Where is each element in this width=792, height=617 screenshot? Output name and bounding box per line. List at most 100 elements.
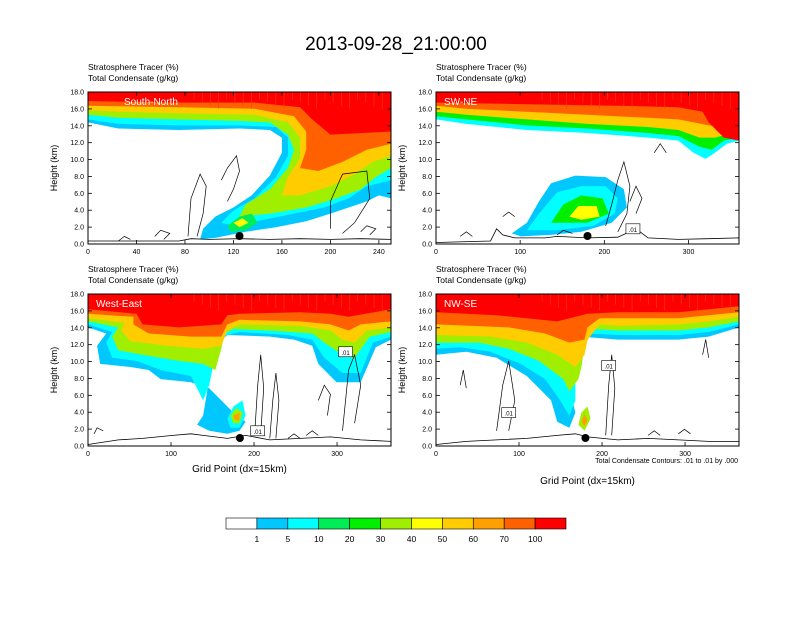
left-title-2: Total Condensate (g/kg) xyxy=(436,73,526,83)
condensate-contour-2 xyxy=(653,143,667,153)
colorbar-cell xyxy=(349,517,381,530)
condensate-contour-4 xyxy=(118,235,131,242)
y-tick-label: 10.0 xyxy=(70,157,84,164)
y-tick-label: 12.0 xyxy=(70,342,84,349)
panel-label: NW-SE xyxy=(444,299,477,310)
left-title-2: Total Condensate (g/kg) xyxy=(436,275,526,285)
x-axis-label: Grid Point (dx=15km) xyxy=(192,464,287,475)
left-title-1: Stratosphere Tracer (%) xyxy=(88,264,179,274)
colorbar-label: 40 xyxy=(407,534,417,544)
y-tick-label: 12.0 xyxy=(418,140,432,147)
plot-frame xyxy=(87,91,392,245)
y-tick-label: 0.0 xyxy=(422,242,432,249)
x-tick-label: 0 xyxy=(434,451,438,458)
x-tick-label: 100 xyxy=(513,451,525,458)
y-tick-label: 4.0 xyxy=(74,208,84,215)
y-tick-label: 10.0 xyxy=(418,157,432,164)
panel-we: .01 .01 West-East Stratosphere Tracer (%)To… xyxy=(49,264,392,475)
location-marker xyxy=(583,232,592,240)
condensate-contour-3 xyxy=(342,353,362,431)
x-tick-label: 300 xyxy=(683,249,695,256)
panel-sn: South-North Stratosphere Tracer (%)Total … xyxy=(49,62,392,256)
y-tick-label: 12.0 xyxy=(418,342,432,349)
condensate-contour-5 xyxy=(93,427,104,434)
y-tick-label: 8.0 xyxy=(422,174,432,181)
y-tick-label: 16.0 xyxy=(418,308,432,315)
x-tick-label: 40 xyxy=(133,249,141,256)
contour-label: .01 xyxy=(629,228,638,234)
y-tick-label: 4.0 xyxy=(74,410,84,417)
y-tick-label: 10.0 xyxy=(70,359,84,366)
x-tick-label: 200 xyxy=(325,249,337,256)
y-tick-label: 8.0 xyxy=(74,174,84,181)
x-axis-label: Grid Point (dx=15km) xyxy=(540,476,635,487)
contour-label: .01 xyxy=(341,351,350,357)
terrain xyxy=(88,238,391,244)
left-title-2: Total Condensate (g/kg) xyxy=(88,275,178,285)
plot-frame xyxy=(435,91,740,245)
location-marker xyxy=(581,434,590,442)
y-tick-label: 16.0 xyxy=(418,106,432,113)
contour-label-box xyxy=(601,360,617,371)
colorbar-cell xyxy=(472,517,505,530)
colorbar-cell xyxy=(380,517,412,530)
y-tick-label: 0.0 xyxy=(422,444,432,451)
contour-label: .01 xyxy=(605,364,614,370)
panel-swne: .01 SW-NE Stratosphere Tracer (%)Total Con… xyxy=(397,62,740,256)
y-tick-label: 2.0 xyxy=(74,427,84,434)
tracer-contour-5 xyxy=(88,294,391,328)
x-tick-label: 300 xyxy=(679,451,691,458)
y-tick-label: 8.0 xyxy=(74,376,84,383)
tracer-contour-5 xyxy=(436,294,739,322)
condensate-contour-4 xyxy=(459,369,467,389)
condensate-contour-5 xyxy=(647,430,661,436)
colorbar-cell xyxy=(411,517,443,530)
condensate-contour-4 xyxy=(502,211,516,217)
contour-label: .01 xyxy=(505,412,514,418)
y-tick-label: 4.0 xyxy=(422,410,432,417)
x-tick-label: 0 xyxy=(434,249,438,256)
colorbar-label: 5 xyxy=(285,534,290,544)
y-tick-label: 4.0 xyxy=(422,208,432,215)
contour-label-box xyxy=(501,407,517,418)
panel-label: SW-NE xyxy=(444,97,477,108)
left-title-1: Stratosphere Tracer (%) xyxy=(88,62,179,72)
filled-contours xyxy=(88,92,391,244)
panel-label: South-North xyxy=(124,97,178,108)
y-tick-label: 2.0 xyxy=(74,225,84,232)
plot-frame xyxy=(87,293,392,447)
colorbar-cell xyxy=(287,517,320,530)
y-tick-label: 14.0 xyxy=(418,325,432,332)
y-tick-label: 0.0 xyxy=(74,444,84,451)
condensate-contour-5 xyxy=(556,229,573,236)
y-tick-label: 6.0 xyxy=(74,393,84,400)
y-tick-label: 12.0 xyxy=(70,140,84,147)
y-tick-label: 6.0 xyxy=(422,393,432,400)
colorbar-label: 30 xyxy=(376,534,386,544)
condensate-contour-4 xyxy=(305,430,319,436)
condensate-contour-1 xyxy=(269,372,280,439)
colorbar-cell xyxy=(503,517,536,530)
y-tick-label: 16.0 xyxy=(70,106,84,113)
location-marker xyxy=(235,232,244,240)
x-tick-label: 240 xyxy=(373,249,385,256)
x-tick-label: 200 xyxy=(598,249,610,256)
x-tick-label: 200 xyxy=(596,451,608,458)
tracer-contour-8 xyxy=(233,412,240,421)
main-title: 2013-09-28_21:00:00 xyxy=(305,34,487,55)
condensate-contour-0 xyxy=(187,173,207,237)
contour-note: Total Condensate Contours: .01 to .01 by… xyxy=(595,458,738,465)
y-tick-label: 2.0 xyxy=(422,427,432,434)
y-axis-label: Height (km) xyxy=(49,347,59,394)
tracer-contour-7 xyxy=(233,218,249,228)
plot-frame xyxy=(435,293,740,447)
y-tick-label: 18.0 xyxy=(418,90,432,97)
colorbar-label: 60 xyxy=(469,534,479,544)
y-tick-label: 18.0 xyxy=(70,292,84,299)
colorbar-label: 20 xyxy=(345,534,355,544)
condensate-contour-0 xyxy=(254,354,265,434)
x-tick-label: 100 xyxy=(514,249,526,256)
condensate-contour-5 xyxy=(360,225,377,236)
